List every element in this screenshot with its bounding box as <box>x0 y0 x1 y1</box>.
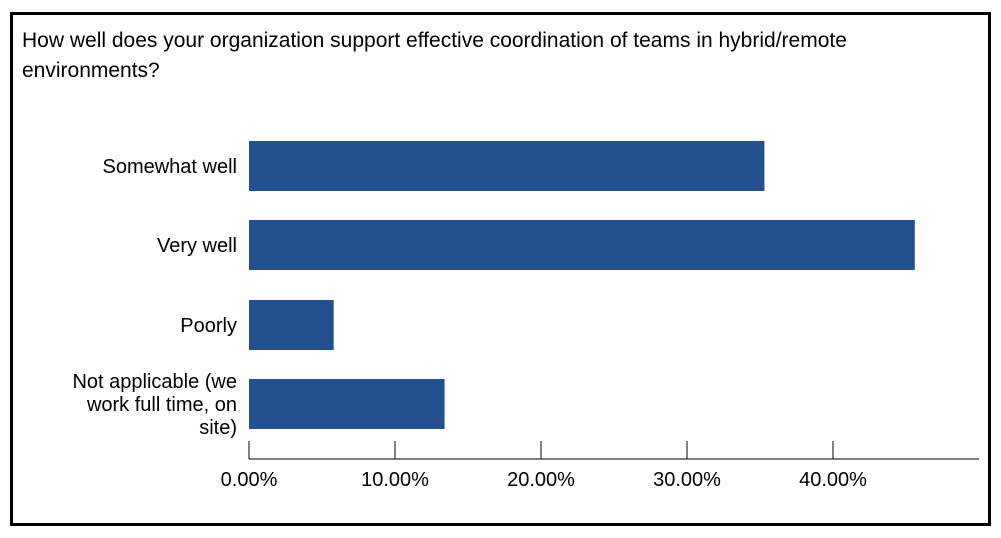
x-tick-label-4: 40.00% <box>799 469 867 491</box>
x-tick-label-0: 0.00% <box>221 469 278 491</box>
bar-2 <box>249 300 334 350</box>
x-axis: 0.00% 10.00% 20.00% 30.00% 40.00% <box>221 441 979 491</box>
bars-layer <box>249 141 915 429</box>
x-tick-label-3: 30.00% <box>653 469 721 491</box>
category-labels: Somewhat well Very well Poorly Not applicab… <box>72 156 237 439</box>
category-label-3: Not applicable (we work full time, on site… <box>72 371 237 439</box>
x-tick-label-1: 10.00% <box>361 469 429 491</box>
x-tick-label-2: 20.00% <box>507 469 575 491</box>
category-label-1: Very well <box>157 235 237 257</box>
chart-title: How well does your organization support … <box>22 29 847 82</box>
category-label-0: Somewhat well <box>102 156 237 178</box>
bar-0 <box>249 141 765 191</box>
bar-3 <box>249 379 445 429</box>
bar-1 <box>249 220 915 270</box>
category-label-2: Poorly <box>180 315 237 337</box>
